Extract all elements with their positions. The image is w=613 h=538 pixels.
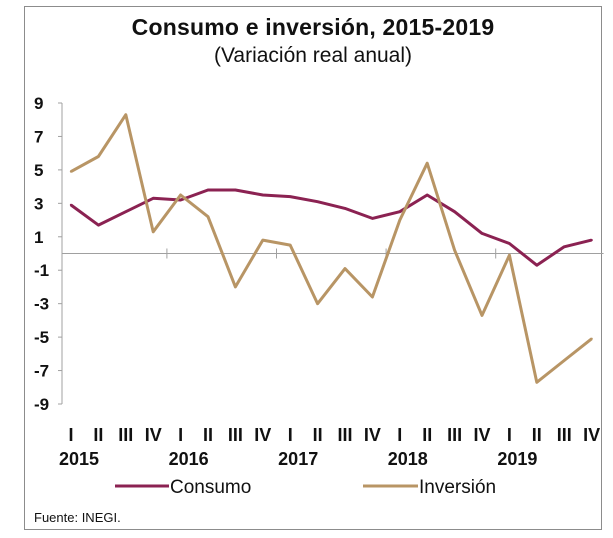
x-quarter-label: I [507, 425, 512, 445]
data-point [398, 218, 401, 222]
x-quarter-label: III [228, 425, 243, 445]
data-point [590, 337, 593, 340]
data-point [289, 243, 292, 247]
data-point [97, 223, 100, 227]
y-tick-label: -7 [34, 362, 49, 381]
x-quarter-label: I [288, 425, 293, 445]
data-point [453, 248, 456, 252]
x-year-label: 2016 [169, 449, 209, 469]
data-point [206, 188, 210, 192]
x-year-label: 2019 [497, 449, 537, 469]
data-point [508, 253, 511, 257]
x-quarter-label: III [557, 425, 572, 445]
x-quarter-label: II [93, 425, 103, 445]
data-point [152, 230, 155, 233]
y-tick-label: 3 [34, 194, 43, 213]
data-point [234, 188, 237, 192]
data-point [316, 302, 319, 305]
data-point [97, 155, 100, 158]
x-quarter-label: III [447, 425, 462, 445]
x-quarter-label: III [118, 425, 133, 445]
x-quarter-label: II [422, 425, 432, 445]
data-point [480, 314, 484, 317]
data-point [535, 264, 538, 267]
data-point [261, 238, 264, 242]
x-quarter-label: IV [254, 425, 271, 445]
data-point [152, 197, 155, 200]
data-point [69, 170, 73, 173]
data-point [480, 232, 484, 235]
data-point [343, 207, 347, 210]
data-point [343, 267, 347, 270]
y-tick-label: -9 [34, 395, 49, 414]
data-point [124, 210, 128, 213]
x-year-label: 2017 [278, 449, 318, 469]
data-point [563, 245, 566, 249]
chart-frame [24, 6, 602, 530]
x-quarter-label: II [313, 425, 323, 445]
data-point [289, 195, 292, 198]
data-point [261, 193, 264, 197]
data-point [371, 295, 374, 299]
y-tick-label: 9 [34, 94, 43, 113]
legend-label: Inversión [419, 477, 496, 498]
legend-label: Consumo [170, 477, 251, 498]
y-tick-label: -1 [34, 261, 49, 280]
data-point [398, 210, 401, 213]
series-line-consumo [70, 188, 592, 267]
data-point [234, 285, 237, 289]
x-quarter-label: IV [364, 425, 381, 445]
data-point [535, 381, 538, 384]
data-point [590, 238, 593, 242]
data-point [453, 210, 456, 213]
data-point [179, 193, 182, 197]
x-quarter-label: I [68, 425, 73, 445]
data-point [563, 359, 566, 362]
chart-subtitle: (Variación real anual) [213, 44, 413, 67]
y-tick-label: 7 [34, 127, 43, 146]
series-line-inversion [70, 113, 593, 384]
x-year-label: 2015 [59, 449, 99, 469]
data-point [426, 193, 429, 197]
source-note: Fuente: INEGI. [34, 510, 121, 525]
x-quarter-label: IV [583, 425, 600, 445]
data-point [179, 198, 182, 202]
data-point [371, 217, 374, 220]
data-point [124, 113, 128, 116]
data-point [426, 162, 429, 165]
y-tick-label: -5 [34, 328, 49, 347]
x-quarter-label: IV [473, 425, 490, 445]
x-quarter-label: II [532, 425, 542, 445]
data-point [69, 203, 73, 207]
x-year-label: 2018 [388, 449, 428, 469]
x-quarter-label: III [337, 425, 352, 445]
data-point [206, 215, 210, 218]
data-point [316, 200, 319, 203]
data-point [508, 242, 511, 245]
y-tick-label: -3 [34, 295, 49, 314]
x-quarter-label: I [178, 425, 183, 445]
chart-title: Consumo e inversión, 2015-2019 [131, 14, 495, 40]
x-quarter-label: IV [145, 425, 162, 445]
x-quarter-label: II [203, 425, 213, 445]
y-tick-label: 1 [34, 228, 43, 247]
y-tick-label: 5 [34, 161, 43, 180]
x-quarter-label: I [397, 425, 402, 445]
